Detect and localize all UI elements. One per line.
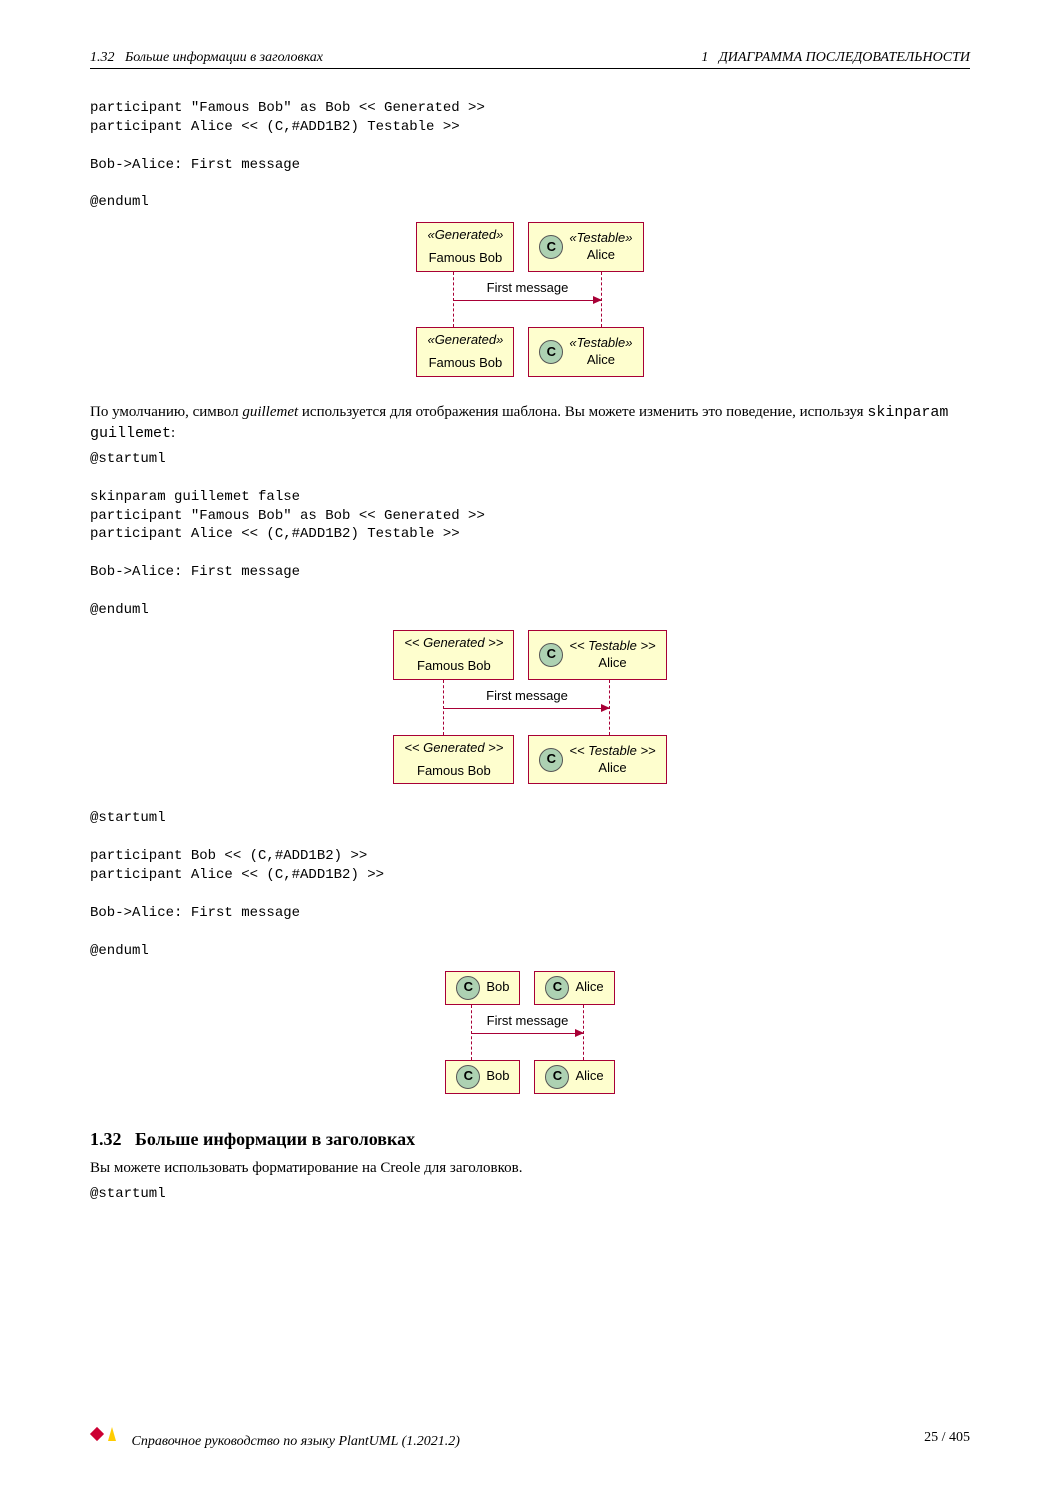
page: 1.32 Больше информации в заголовках 1 ДИ… bbox=[0, 0, 1060, 1500]
stereotype: << Generated >> bbox=[404, 635, 503, 652]
participant-label: Famous Bob bbox=[417, 763, 491, 780]
c-icon: C bbox=[545, 1065, 569, 1089]
header-right: 1 ДИАГРАММА ПОСЛЕДОВАТЕЛЬНОСТИ bbox=[701, 50, 970, 66]
message-label: First message bbox=[485, 280, 571, 295]
sequence-diagram-1: «Generated» Famous Bob C «Testable» Alic… bbox=[90, 222, 970, 377]
participant-block: «Testable» Alice bbox=[569, 335, 632, 369]
message-label: First message bbox=[485, 1013, 571, 1028]
message-label: First message bbox=[484, 688, 570, 703]
participant-bob: << Generated >> Famous Bob bbox=[393, 630, 514, 680]
arrowhead-icon bbox=[601, 704, 610, 712]
c-icon: C bbox=[456, 1065, 480, 1089]
sequence-diagram-3: C Bob C Alice First message C Bob C Ali bbox=[90, 971, 970, 1094]
page-footer: Справочное руководство по языку PlantUML… bbox=[90, 1425, 970, 1450]
footer-left: Справочное руководство по языку PlantUML… bbox=[90, 1425, 460, 1450]
code-block-4: @startuml bbox=[90, 1185, 970, 1204]
participant-alice: C «Testable» Alice bbox=[528, 222, 643, 272]
stereotype: «Testable» bbox=[569, 335, 632, 352]
stereotype: «Generated» bbox=[427, 227, 503, 244]
sequence-diagram-2: << Generated >> Famous Bob C << Testable… bbox=[90, 630, 970, 785]
participant-label: Famous Bob bbox=[429, 355, 503, 372]
paragraph-2: Вы можете использовать форматирование на… bbox=[90, 1158, 970, 1179]
participant-label: Alice bbox=[587, 352, 615, 367]
message-arrow bbox=[443, 708, 609, 709]
participant-label: Alice bbox=[598, 655, 626, 670]
message-area: First message bbox=[403, 272, 658, 327]
participant-row-top: «Generated» Famous Bob C «Testable» Alic… bbox=[416, 222, 643, 272]
participant-alice: C «Testable» Alice bbox=[528, 327, 643, 377]
participant-label: Famous Bob bbox=[417, 658, 491, 675]
header-chapter-title: ДИАГРАММА ПОСЛЕДОВАТЕЛЬНОСТИ bbox=[719, 50, 970, 65]
page-header: 1.32 Больше информации в заголовках 1 ДИ… bbox=[90, 50, 970, 69]
text: используется для отображения шаблона. Вы… bbox=[298, 404, 867, 420]
message-area: First message bbox=[433, 1005, 628, 1060]
c-icon: C bbox=[545, 976, 569, 1000]
header-chapter-num: 1 bbox=[701, 50, 708, 65]
message-area: First message bbox=[385, 680, 675, 735]
participant-bob: << Generated >> Famous Bob bbox=[393, 735, 514, 785]
participant-label: Alice bbox=[598, 760, 626, 775]
c-icon: C bbox=[539, 748, 563, 772]
stereotype: << Testable >> bbox=[569, 743, 655, 760]
participant-alice: C << Testable >> Alice bbox=[528, 630, 666, 680]
code-block-1: participant "Famous Bob" as Bob << Gener… bbox=[90, 99, 970, 212]
participant-row-top: << Generated >> Famous Bob C << Testable… bbox=[393, 630, 666, 680]
participant-label: Alice bbox=[575, 979, 603, 996]
participant-bob: «Generated» Famous Bob bbox=[416, 222, 514, 272]
arrowhead-icon bbox=[575, 1029, 584, 1037]
message-arrow bbox=[471, 1033, 583, 1034]
plantuml-logo-icon bbox=[90, 1425, 118, 1445]
stereotype: << Generated >> bbox=[404, 740, 503, 757]
participant-block: «Testable» Alice bbox=[569, 230, 632, 264]
stereotype: «Generated» bbox=[427, 332, 503, 349]
participant-label: Alice bbox=[575, 1068, 603, 1085]
code-block-2: @startuml skinparam guillemet false part… bbox=[90, 450, 970, 620]
text: : bbox=[171, 425, 175, 441]
participant-row-bottom: C Bob C Alice bbox=[445, 1060, 614, 1094]
participant-alice: C << Testable >> Alice bbox=[528, 735, 666, 785]
participant-label: Bob bbox=[486, 1068, 509, 1085]
text: По умолчанию, символ bbox=[90, 404, 242, 420]
code-block-3: @startuml participant Bob << (C,#ADD1B2)… bbox=[90, 809, 970, 960]
header-left: 1.32 Больше информации в заголовках bbox=[90, 50, 323, 66]
participant-alice: C Alice bbox=[534, 971, 614, 1005]
participant-row-bottom: «Generated» Famous Bob C «Testable» Alic… bbox=[416, 327, 643, 377]
participant-row-top: C Bob C Alice bbox=[445, 971, 614, 1005]
stereotype: << Testable >> bbox=[569, 638, 655, 655]
participant-label: Alice bbox=[587, 247, 615, 262]
participant-bob: C Bob bbox=[445, 1060, 520, 1094]
stereotype: «Testable» bbox=[569, 230, 632, 247]
participant-bob: «Generated» Famous Bob bbox=[416, 327, 514, 377]
c-icon: C bbox=[539, 340, 563, 364]
participant-label: Bob bbox=[486, 979, 509, 996]
c-icon: C bbox=[539, 643, 563, 667]
section-number: 1.32 bbox=[90, 1129, 122, 1149]
participant-block: << Testable >> Alice bbox=[569, 638, 655, 672]
participant-label: Famous Bob bbox=[429, 250, 503, 267]
participant-alice: C Alice bbox=[534, 1060, 614, 1094]
paragraph-1: По умолчанию, символ guillemet используе… bbox=[90, 402, 970, 444]
section-heading: 1.32 Больше информации в заголовках bbox=[90, 1129, 970, 1150]
footer-text: Справочное руководство по языку PlantUML… bbox=[132, 1434, 460, 1449]
arrowhead-icon bbox=[593, 296, 602, 304]
header-section-num: 1.32 bbox=[90, 50, 115, 65]
participant-block: << Testable >> Alice bbox=[569, 743, 655, 777]
page-number: 25 / 405 bbox=[924, 1430, 970, 1446]
section-title: Больше информации в заголовках bbox=[135, 1129, 415, 1149]
message-arrow bbox=[453, 300, 601, 301]
emphasis: guillemet bbox=[242, 404, 298, 420]
header-section-title: Больше информации в заголовках bbox=[125, 50, 323, 65]
c-icon: C bbox=[539, 235, 563, 259]
participant-row-bottom: << Generated >> Famous Bob C << Testable… bbox=[393, 735, 666, 785]
c-icon: C bbox=[456, 976, 480, 1000]
participant-bob: C Bob bbox=[445, 971, 520, 1005]
